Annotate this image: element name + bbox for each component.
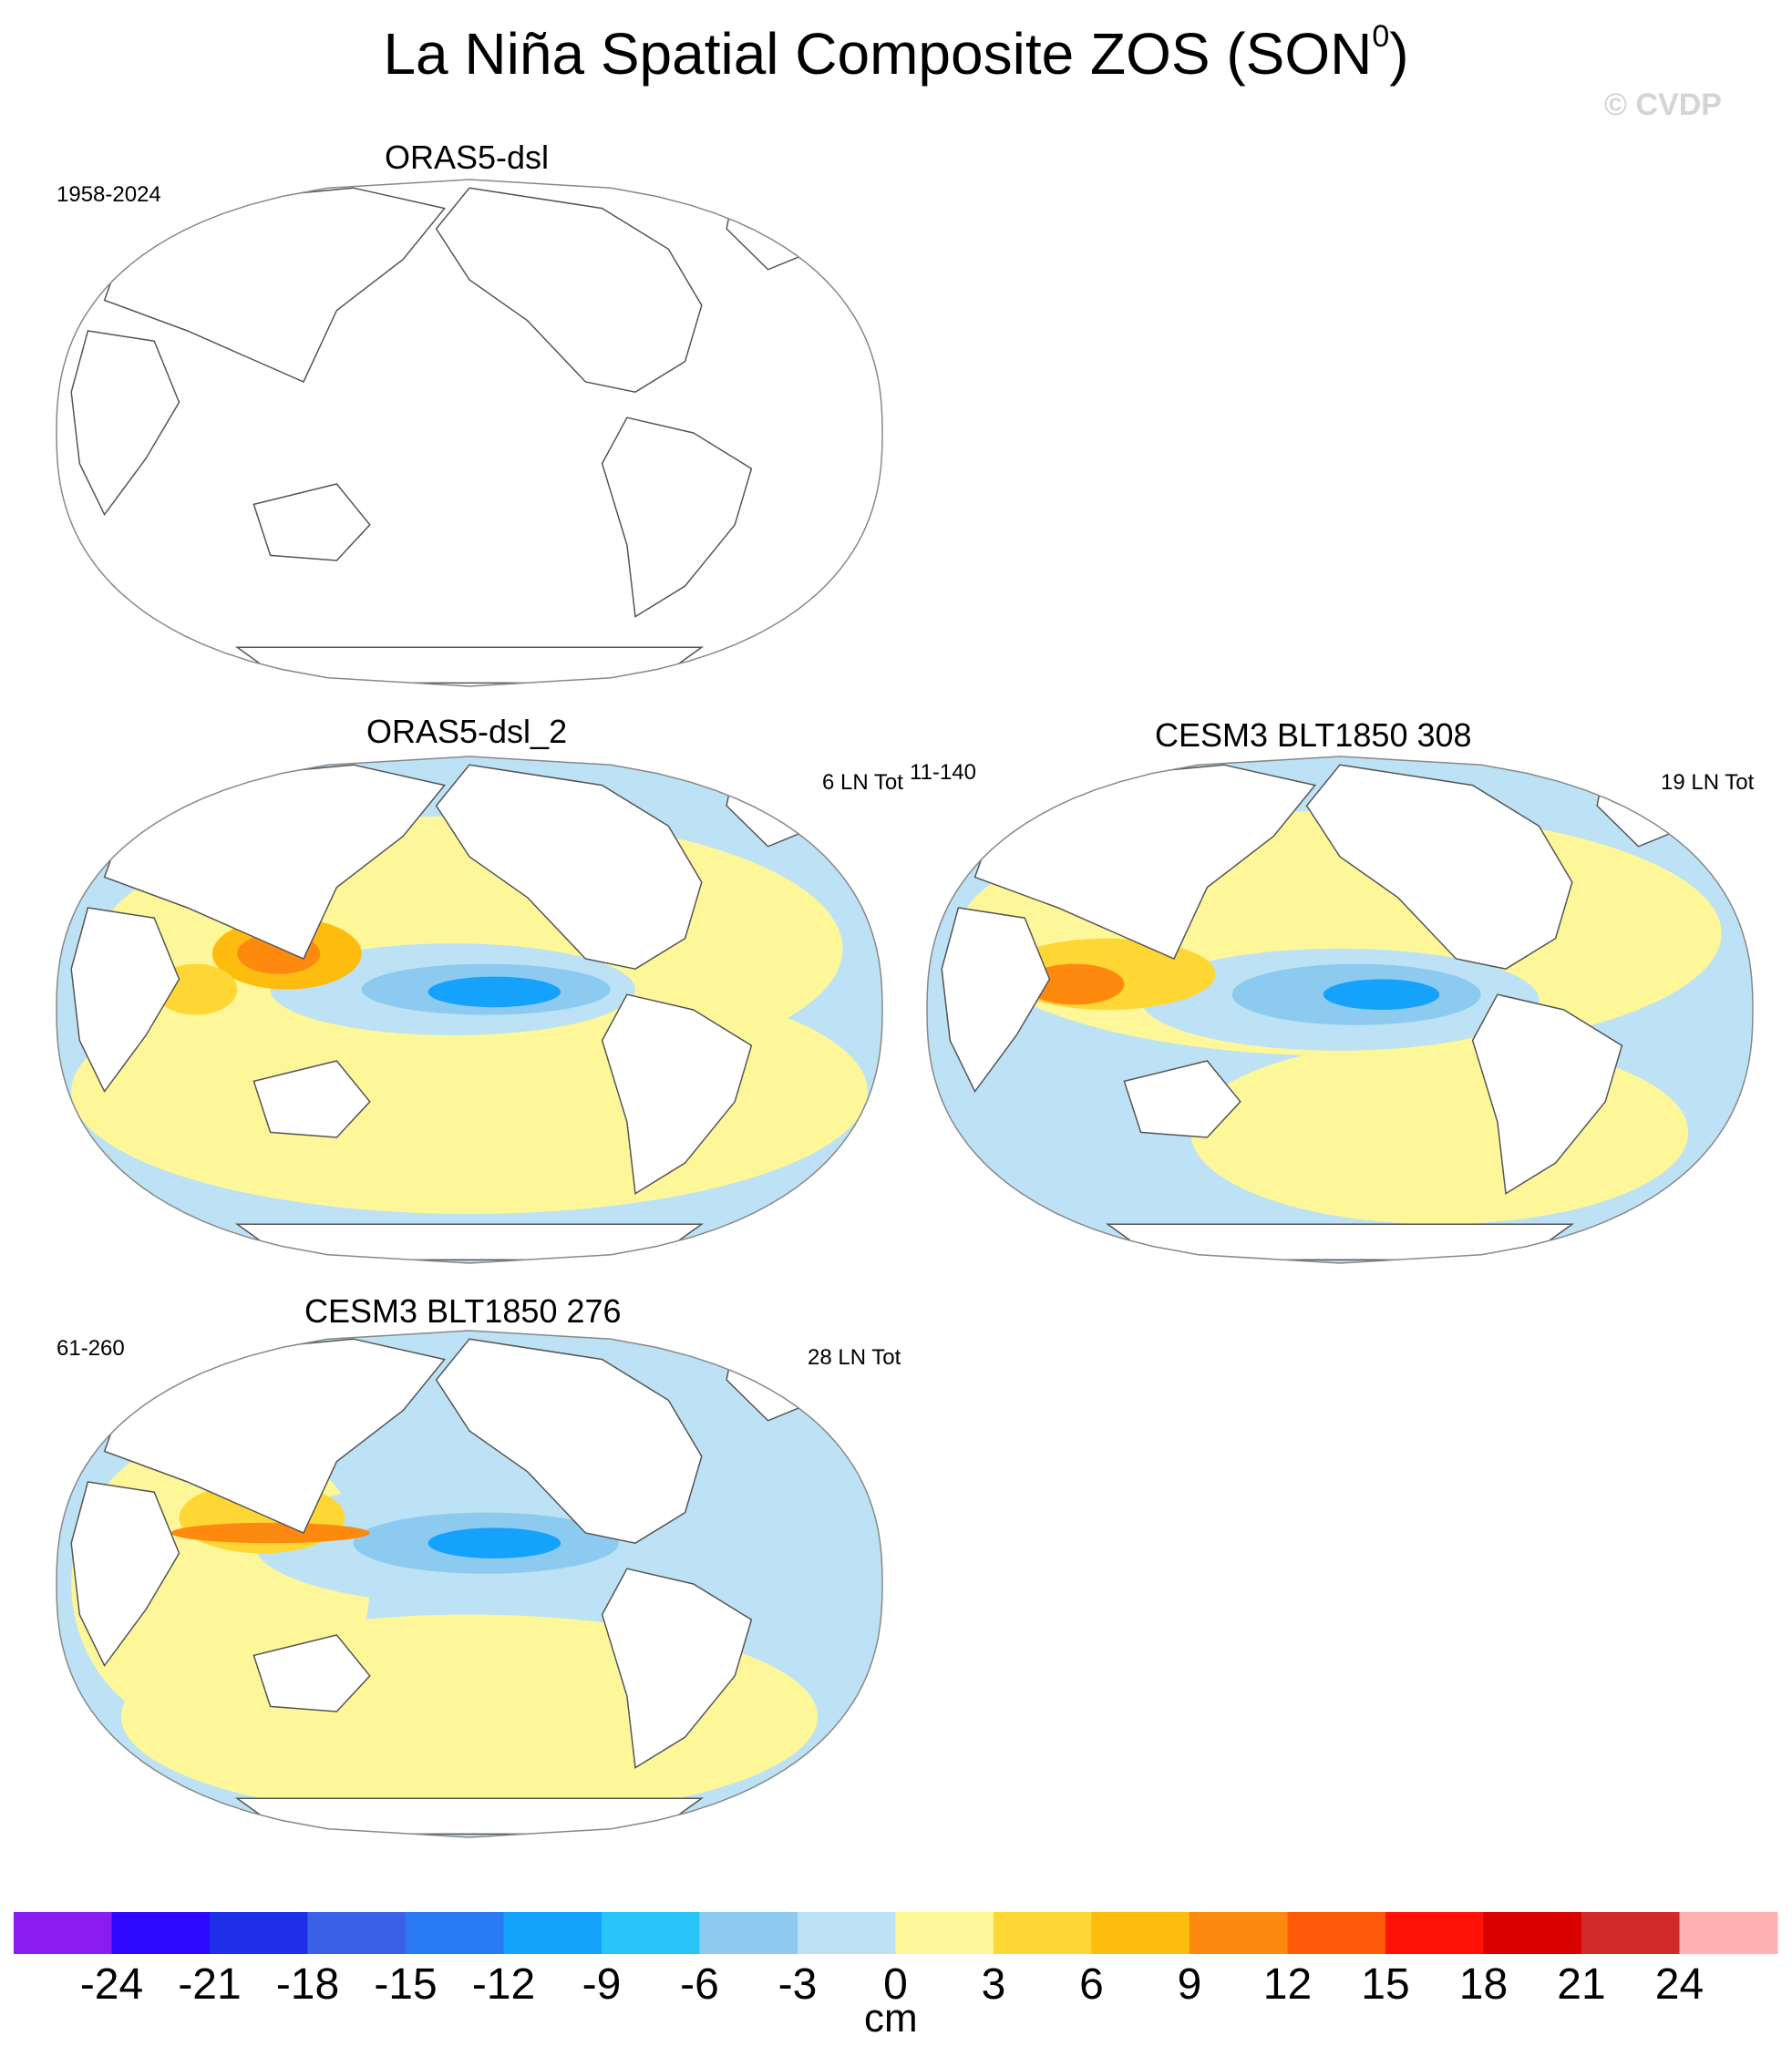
colorbar-bin	[699, 1912, 798, 1954]
panel-3-title: CESM3 BLT1850 308	[1155, 716, 1472, 754]
colorbar-bin	[111, 1912, 211, 1954]
colorbar-tick-label: -12	[471, 1960, 536, 2009]
colorbar-tick-label: 0	[883, 1960, 908, 2009]
map-outline	[56, 179, 883, 687]
colorbar-bin	[994, 1912, 1092, 1954]
land-south-america	[1471, 993, 1623, 1195]
page-title: La Niña Spatial Composite ZOS (SON0)	[0, 18, 1792, 87]
west-pacific-warm-core	[1025, 963, 1125, 1005]
colorbar-bin	[406, 1912, 504, 1954]
colorbar-bin	[14, 1912, 112, 1954]
colorbar-bin	[602, 1912, 700, 1954]
panel-2-events: 6 LN Tot	[822, 770, 903, 795]
land-antarctica	[234, 1223, 705, 1261]
land-north-america	[435, 187, 703, 393]
watermark: © CVDP	[1604, 87, 1722, 122]
land-eurasia	[103, 187, 447, 383]
map-panel-oras5-dsl-2	[56, 756, 883, 1264]
land-africa	[941, 907, 1051, 1094]
map-panel-oras5-dsl	[56, 179, 883, 687]
colorbar-bin	[1483, 1912, 1582, 1954]
map-outline	[56, 1330, 883, 1838]
map-content	[57, 756, 882, 1263]
colorbar-tick-label: 9	[1177, 1960, 1202, 2009]
panel-3-events: 19 LN Tot	[1661, 770, 1755, 795]
panel-1-years: 1958-2024	[57, 182, 161, 207]
equatorial-cool-peak	[427, 976, 561, 1008]
colorbar	[14, 1912, 1778, 1954]
equatorial-cool-peak	[427, 1527, 561, 1558]
colorbar-tick-label: 6	[1079, 1960, 1104, 2009]
panel-3-years: 11-140	[910, 760, 976, 785]
colorbar-bin	[895, 1912, 994, 1954]
colorbar-bin	[307, 1912, 407, 1954]
land-north-america	[435, 1338, 703, 1544]
title-text: La Niña Spatial Composite ZOS (SON	[383, 21, 1373, 87]
colorbar-tick-label: -15	[374, 1960, 438, 2009]
colorbar-tick-label: -18	[275, 1960, 340, 2009]
panel-4-events: 28 LN Tot	[808, 1345, 901, 1370]
colorbar-bin	[210, 1912, 308, 1954]
land-south-america	[601, 993, 753, 1195]
land-south-america	[601, 416, 753, 618]
land-australia	[252, 1060, 371, 1138]
colorbar-tick-label: 24	[1654, 1960, 1704, 2009]
colorbar-bin	[1581, 1912, 1680, 1954]
colorbar-bin	[503, 1912, 602, 1954]
colorbar-tick-label: -9	[582, 1960, 622, 2009]
land-australia	[252, 1634, 371, 1712]
land-north-america	[1305, 764, 1573, 970]
title-close: )	[1389, 21, 1409, 87]
land-greenland	[726, 187, 819, 271]
land-antarctica	[234, 1797, 705, 1836]
colorbar-tick-label: 21	[1557, 1960, 1606, 2009]
land-africa	[70, 907, 180, 1094]
colorbar-bin	[1679, 1912, 1778, 1954]
land-eurasia	[103, 764, 447, 960]
colorbar-tick-label: 3	[981, 1960, 1006, 2009]
map-content	[57, 1331, 882, 1837]
colorbar-bin	[1385, 1912, 1484, 1954]
map-panel-cesm3-308	[926, 756, 1754, 1264]
colorbar-tick-label: 18	[1458, 1960, 1509, 2009]
map-outline	[56, 756, 883, 1264]
map-content	[70, 187, 819, 684]
colorbar-tick-label: -24	[79, 1960, 144, 2009]
map-panel-cesm3-276	[56, 1330, 883, 1838]
colorbar-tick-label: 12	[1262, 1960, 1313, 2009]
panel-4-title: CESM3 BLT1850 276	[304, 1292, 622, 1330]
land-antarctica	[1105, 1223, 1575, 1261]
land-north-america	[435, 764, 703, 970]
panel-2-title: ORAS5-dsl_2	[366, 713, 568, 750]
land-australia	[252, 483, 371, 561]
colorbar-bin	[1287, 1912, 1386, 1954]
land-eurasia	[103, 1338, 447, 1534]
colorbar-tick-label: -3	[778, 1960, 818, 2009]
land-africa	[70, 330, 180, 517]
off-equatorial-warm-ridge	[170, 1522, 370, 1544]
land-africa	[70, 1481, 180, 1668]
map-outline	[926, 756, 1754, 1264]
colorbar-tick-label: 15	[1361, 1960, 1410, 2009]
colorbar-unit-label: cm	[864, 1996, 918, 2041]
land-south-america	[601, 1568, 753, 1769]
colorbar-bin	[798, 1912, 896, 1954]
land-australia	[1123, 1060, 1241, 1138]
land-antarctica	[234, 646, 705, 684]
map-content	[927, 756, 1753, 1263]
equatorial-cool-peak	[1323, 979, 1440, 1010]
panel-4-years: 61-260	[57, 1336, 125, 1361]
colorbar-bin	[1190, 1912, 1288, 1954]
colorbar-tick-label: -21	[178, 1960, 242, 2009]
panel-1-title: ORAS5-dsl	[385, 139, 550, 176]
land-eurasia	[973, 764, 1317, 960]
colorbar-tick-label: -6	[680, 1960, 719, 2009]
title-superscript: 0	[1372, 18, 1390, 54]
colorbar-bin	[1091, 1912, 1190, 1954]
